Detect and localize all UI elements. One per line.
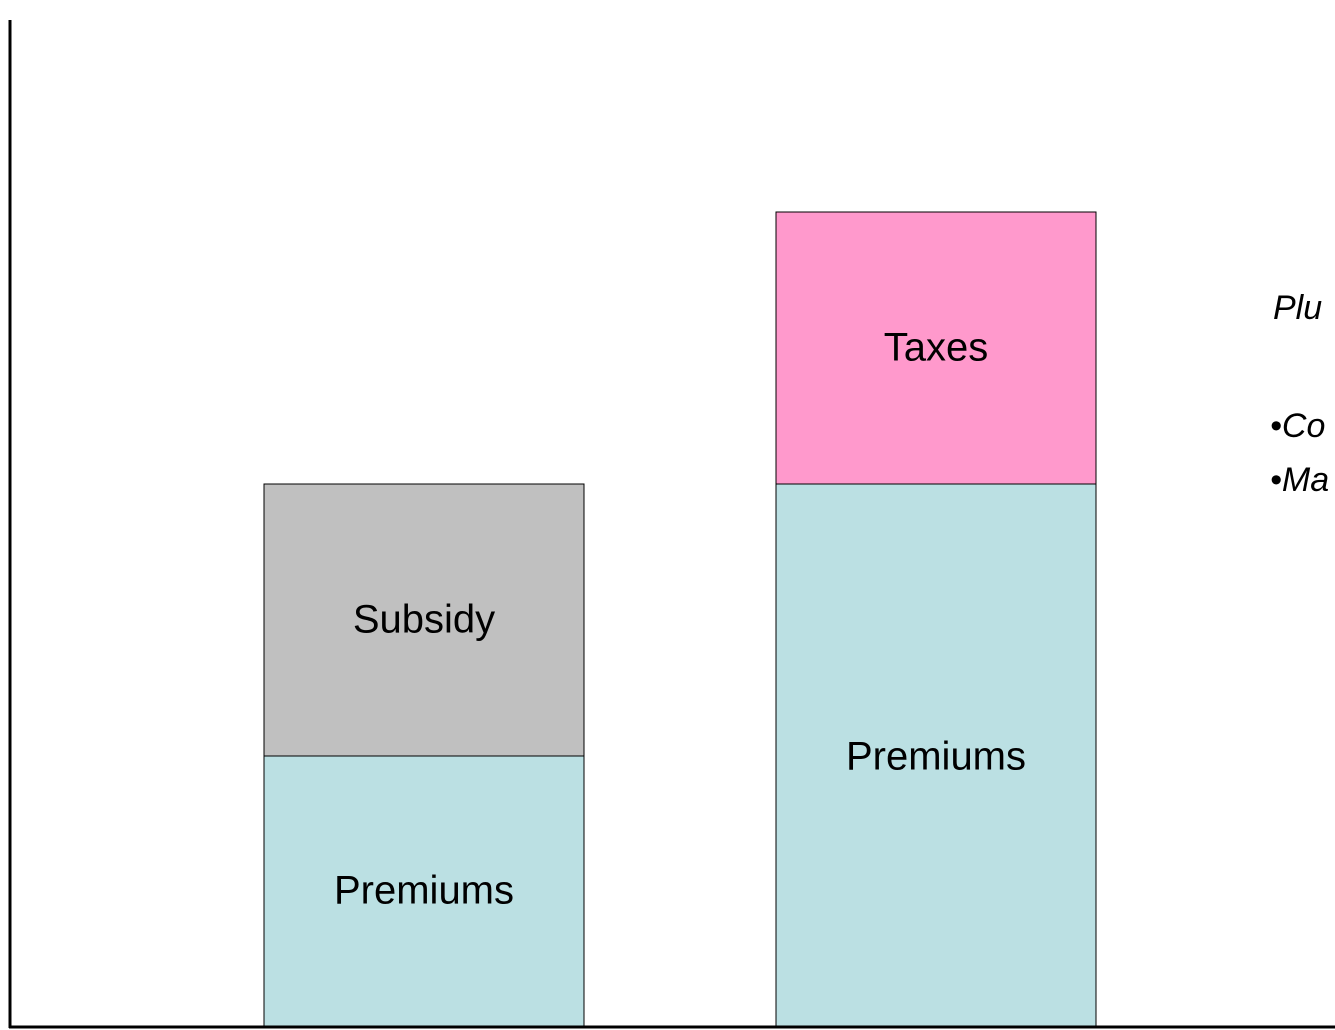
note-heading: Plu [1273, 289, 1322, 327]
segment-label: Premiums [846, 735, 1026, 779]
taxes-block [775, 211, 1097, 485]
note-bullet: •Ma [1270, 461, 1329, 499]
segment-label: Taxes [884, 326, 989, 370]
segment-label: Subsidy [353, 598, 495, 642]
subsidy-block [263, 483, 585, 757]
premiums-block [263, 755, 585, 1027]
segment-label: Premiums [334, 869, 514, 913]
note-bullet: •Co [1270, 407, 1325, 445]
premiums-block [775, 483, 1097, 1027]
